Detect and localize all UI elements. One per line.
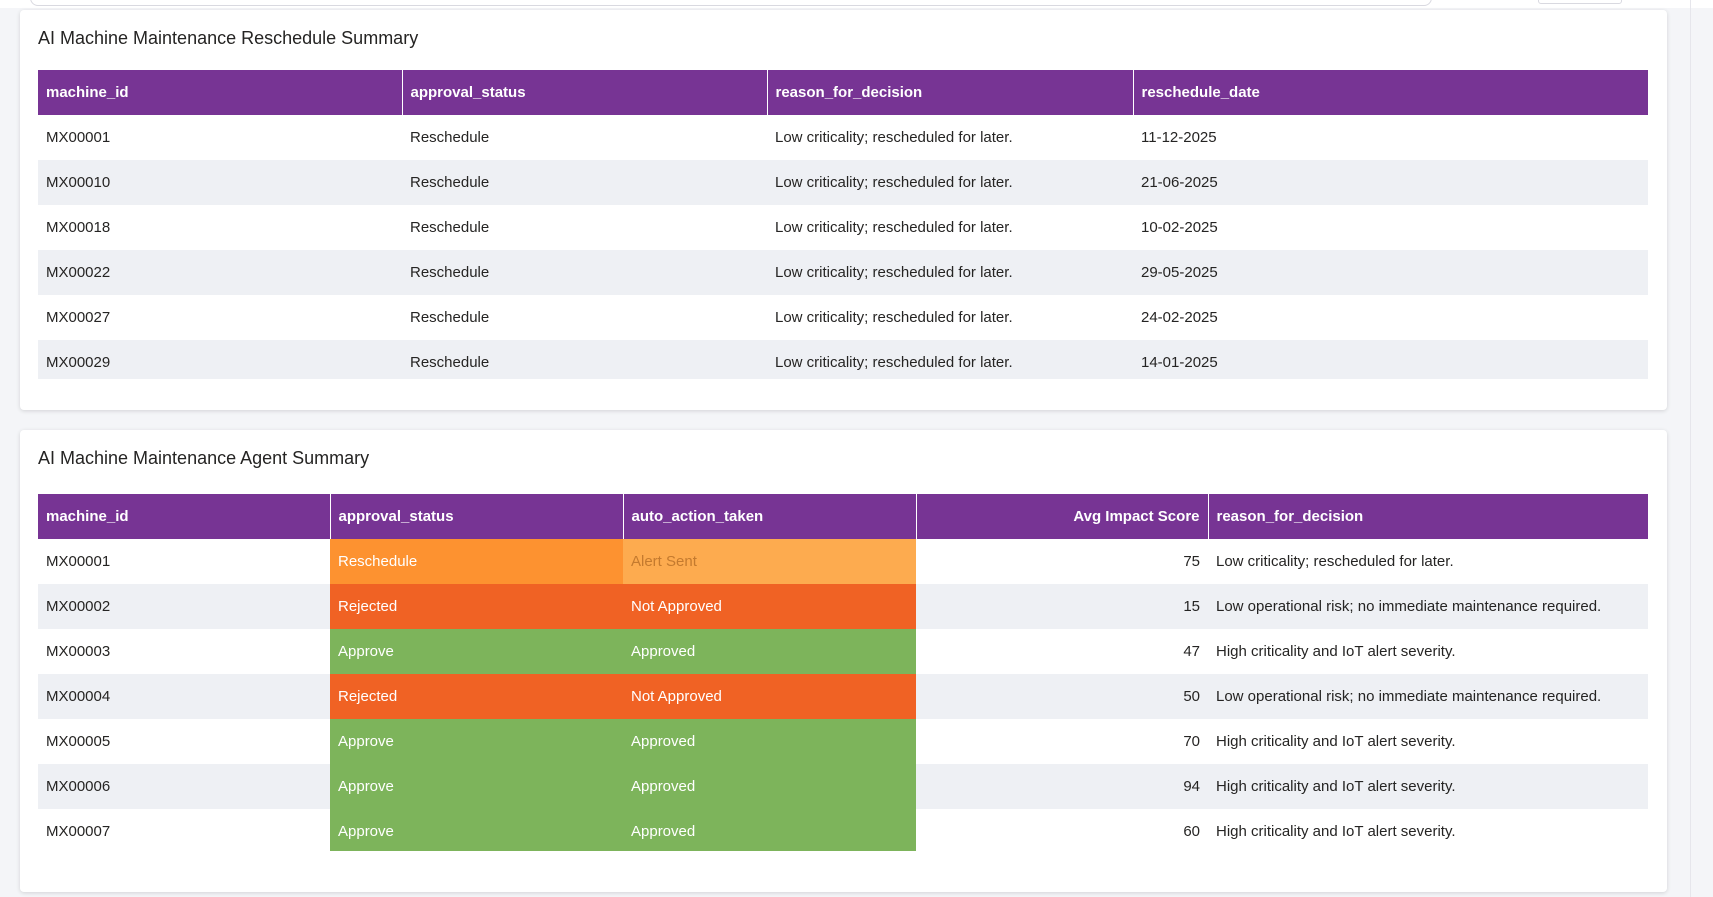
cell-reason: Low criticality; rescheduled for later. [1208, 539, 1648, 584]
table-row[interactable]: MX00029 Reschedule Low criticality; resc… [38, 340, 1648, 379]
cell-machine-id: MX00018 [38, 205, 402, 250]
toolbar-button[interactable] [1538, 0, 1622, 4]
table-row[interactable]: MX00001 Reschedule Alert Sent 75 Low cri… [38, 539, 1648, 584]
cell-approval-status: Reschedule [330, 539, 623, 584]
cell-approval-status: Reschedule [402, 205, 767, 250]
cell-reschedule-date: 24-02-2025 [1133, 295, 1648, 340]
cell-auto-action: Approved [623, 719, 916, 764]
table-row[interactable]: MX00003 Approve Approved 47 High critica… [38, 629, 1648, 674]
agent-summary-table[interactable]: machine_id approval_status auto_action_t… [38, 494, 1648, 851]
table-row[interactable]: MX00006 Approve Approved 94 High critica… [38, 764, 1648, 809]
cell-approval-status: Approve [330, 764, 623, 809]
table-row[interactable]: MX00007 Approve Approved 60 High critica… [38, 809, 1648, 851]
cell-avg-impact-score: 50 [916, 674, 1208, 719]
cell-machine-id: MX00010 [38, 160, 402, 205]
cell-approval-status: Approve [330, 629, 623, 674]
cell-auto-action: Approved [623, 764, 916, 809]
cell-approval-status: Reschedule [402, 250, 767, 295]
cell-machine-id: MX00022 [38, 250, 402, 295]
cell-avg-impact-score: 47 [916, 629, 1208, 674]
table-row[interactable]: MX00001 Reschedule Low criticality; resc… [38, 115, 1648, 160]
cell-machine-id: MX00007 [38, 809, 330, 851]
cell-machine-id: MX00004 [38, 674, 330, 719]
column-header-machine-id[interactable]: machine_id [38, 70, 402, 115]
cell-approval-status: Reschedule [402, 115, 767, 160]
cell-avg-impact-score: 60 [916, 809, 1208, 851]
cell-reschedule-date: 14-01-2025 [1133, 340, 1648, 379]
cell-reason: High criticality and IoT alert severity. [1208, 764, 1648, 809]
cell-approval-status: Approve [330, 809, 623, 851]
column-header-avg-impact-score[interactable]: Avg Impact Score [915, 494, 1208, 539]
cell-machine-id: MX00002 [38, 584, 330, 629]
cell-approval-status: Approve [330, 719, 623, 764]
cell-reschedule-date: 21-06-2025 [1133, 160, 1648, 205]
cell-approval-status: Rejected [330, 674, 623, 719]
cell-auto-action: Not Approved [623, 674, 916, 719]
cell-approval-status: Rejected [330, 584, 623, 629]
cell-reason: Low criticality; rescheduled for later. [767, 205, 1133, 250]
cell-reason: Low operational risk; no immediate maint… [1208, 674, 1648, 719]
table-row[interactable]: MX00018 Reschedule Low criticality; resc… [38, 205, 1648, 250]
column-header-reschedule-date[interactable]: reschedule_date [1132, 70, 1648, 115]
cell-reason: High criticality and IoT alert severity. [1208, 719, 1648, 764]
reschedule-summary-visual[interactable]: AI Machine Maintenance Reschedule Summar… [20, 10, 1667, 410]
cell-auto-action: Alert Sent [623, 539, 916, 584]
cell-auto-action: Not Approved [623, 584, 916, 629]
cell-reschedule-date: 11-12-2025 [1133, 115, 1648, 160]
cell-reason: Low criticality; rescheduled for later. [767, 295, 1133, 340]
cell-avg-impact-score: 70 [916, 719, 1208, 764]
table-row[interactable]: MX00010 Reschedule Low criticality; resc… [38, 160, 1648, 205]
cell-avg-impact-score: 94 [916, 764, 1208, 809]
cell-reason: Low criticality; rescheduled for later. [767, 160, 1133, 205]
column-header-machine-id[interactable]: machine_id [38, 494, 330, 539]
table-row[interactable]: MX00022 Reschedule Low criticality; resc… [38, 250, 1648, 295]
reschedule-summary-title: AI Machine Maintenance Reschedule Summar… [38, 28, 419, 48]
table-header-row: machine_id approval_status auto_action_t… [38, 494, 1648, 539]
cell-avg-impact-score: 15 [916, 584, 1208, 629]
cell-machine-id: MX00027 [38, 295, 402, 340]
cell-reschedule-date: 10-02-2025 [1133, 205, 1648, 250]
cell-approval-status: Reschedule [402, 340, 767, 379]
cell-approval-status: Reschedule [402, 160, 767, 205]
cell-auto-action: Approved [623, 629, 916, 674]
cell-reason: High criticality and IoT alert severity. [1208, 809, 1648, 851]
top-toolbar-strip [0, 0, 1713, 8]
cell-auto-action: Approved [623, 809, 916, 851]
table-row[interactable]: MX00004 Rejected Not Approved 50 Low ope… [38, 674, 1648, 719]
cell-reason: Low criticality; rescheduled for later. [767, 115, 1133, 160]
column-header-auto-action-taken[interactable]: auto_action_taken [622, 494, 916, 539]
cell-machine-id: MX00005 [38, 719, 330, 764]
agent-summary-title: AI Machine Maintenance Agent Summary [38, 448, 370, 468]
column-header-reason-for-decision[interactable]: reason_for_decision [1207, 494, 1648, 539]
cell-reason: Low criticality; rescheduled for later. [767, 250, 1133, 295]
table-row[interactable]: MX00027 Reschedule Low criticality; resc… [38, 295, 1648, 340]
cell-machine-id: MX00029 [38, 340, 402, 379]
column-header-reason-for-decision[interactable]: reason_for_decision [766, 70, 1133, 115]
table-row[interactable]: MX00002 Rejected Not Approved 15 Low ope… [38, 584, 1648, 629]
reschedule-summary-table[interactable]: machine_id approval_status reason_for_de… [38, 70, 1648, 379]
cell-reason: Low operational risk; no immediate maint… [1208, 584, 1648, 629]
filter-pane-bar[interactable] [30, 0, 1432, 6]
cell-reschedule-date: 29-05-2025 [1133, 250, 1648, 295]
cell-machine-id: MX00006 [38, 764, 330, 809]
cell-machine-id: MX00001 [38, 115, 402, 160]
cell-avg-impact-score: 75 [916, 539, 1208, 584]
cell-approval-status: Reschedule [402, 295, 767, 340]
cell-machine-id: MX00001 [38, 539, 330, 584]
cell-machine-id: MX00003 [38, 629, 330, 674]
cell-reason: High criticality and IoT alert severity. [1208, 629, 1648, 674]
cell-reason: Low criticality; rescheduled for later. [767, 340, 1133, 379]
table-header-row: machine_id approval_status reason_for_de… [38, 70, 1648, 115]
agent-summary-visual[interactable]: AI Machine Maintenance Agent Summary mac… [20, 430, 1667, 892]
column-header-approval-status[interactable]: approval_status [329, 494, 623, 539]
table-row[interactable]: MX00005 Approve Approved 70 High critica… [38, 719, 1648, 764]
column-header-approval-status[interactable]: approval_status [401, 70, 767, 115]
right-pane-divider [1690, 0, 1691, 897]
